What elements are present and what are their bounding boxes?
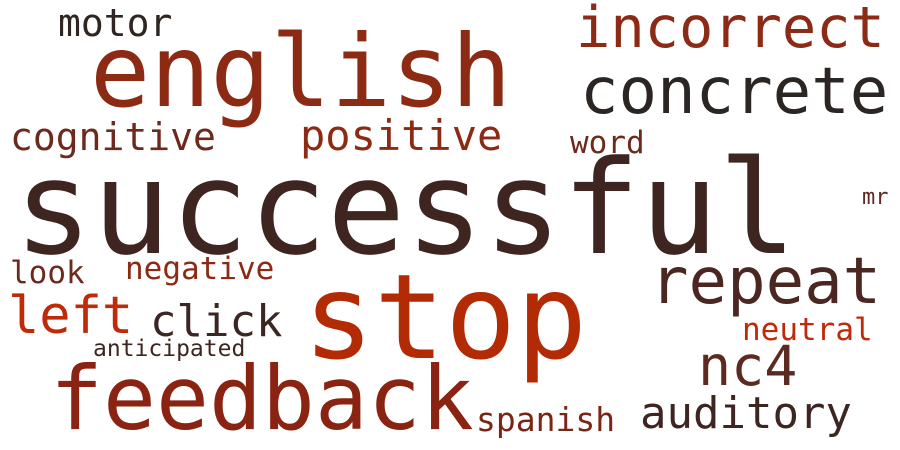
word-neutral: neutral: [742, 312, 873, 348]
word-concrete: concrete: [580, 55, 889, 129]
word-incorrect: incorrect: [576, 0, 885, 61]
word-nc4: nc4: [698, 334, 798, 398]
word-auditory: auditory: [640, 388, 852, 439]
word-positive: positive: [300, 111, 503, 160]
word-look: look: [10, 255, 85, 291]
word-word: word: [570, 125, 645, 161]
word-stop: stop: [303, 248, 588, 386]
word-click: click: [150, 296, 283, 347]
word-successful: successful: [14, 132, 797, 284]
word-anticipated: anticipated: [93, 336, 246, 362]
word-english: english: [90, 13, 512, 130]
word-motor: motor: [58, 1, 173, 45]
word-spanish: spanish: [476, 400, 616, 439]
word-feedback: feedback: [50, 347, 474, 450]
word-repeat: repeat: [650, 245, 882, 319]
word-negative: negative: [125, 251, 275, 287]
word-left: left: [8, 286, 134, 346]
word-cognitive: cognitive: [10, 115, 216, 159]
word-mr: mr: [862, 185, 889, 210]
